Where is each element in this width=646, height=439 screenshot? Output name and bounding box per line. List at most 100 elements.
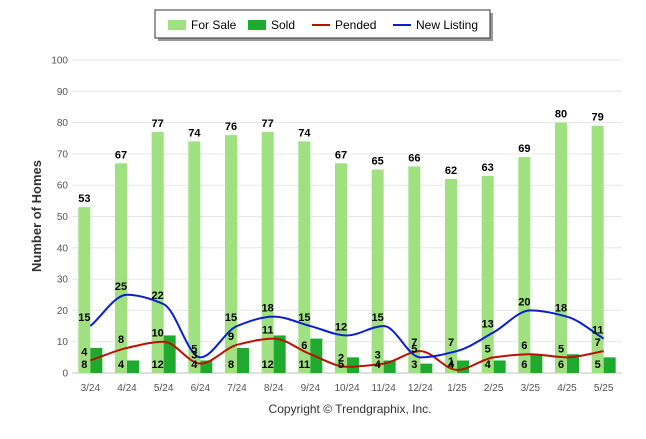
legend-label-sold: Sold — [271, 18, 295, 32]
for-sale-value-label: 67 — [115, 149, 127, 161]
bar-for-sale — [481, 175, 494, 373]
new-listing-value-label: 15 — [78, 312, 90, 324]
sold-value-label: 4 — [118, 359, 125, 371]
legend-swatch-for-sale — [168, 20, 186, 30]
copyright-credit: Copyright © Trendgraphix, Inc. — [269, 402, 432, 416]
for-sale-value-label: 63 — [482, 162, 494, 174]
for-sale-value-label: 77 — [152, 118, 164, 130]
bar-for-sale — [591, 125, 604, 373]
bar-for-sale — [371, 169, 384, 373]
legend-label-for-sale: For Sale — [191, 18, 237, 32]
sold-value-label: 8 — [228, 359, 234, 371]
x-tick-label: 4/24 — [117, 383, 137, 394]
bar-for-sale — [115, 163, 127, 373]
for-sale-value-label: 69 — [518, 143, 530, 155]
sold-value-label: 4 — [485, 359, 492, 371]
x-tick-label: 7/24 — [227, 383, 247, 394]
y-tick-label: 90 — [57, 87, 69, 98]
new-listing-value-label: 15 — [225, 312, 237, 324]
x-tick-label: 5/25 — [594, 383, 614, 394]
x-tick-label: 12/24 — [408, 383, 433, 394]
y-tick-label: 80 — [57, 118, 69, 129]
x-tick-label: 3/25 — [521, 383, 541, 394]
pended-value-label: 2 — [338, 353, 344, 365]
for-sale-value-label: 53 — [78, 193, 90, 205]
bar-sold — [90, 347, 103, 373]
sold-value-label: 4 — [191, 359, 198, 371]
y-tick-label: 60 — [57, 181, 69, 192]
x-tick-label: 11/24 — [372, 383, 397, 394]
new-listing-value-label: 5 — [411, 343, 417, 355]
sold-value-label: 8 — [81, 359, 87, 371]
y-tick-label: 0 — [62, 369, 68, 380]
y-tick-label: 70 — [57, 149, 69, 160]
sold-value-label: 3 — [411, 359, 417, 371]
x-axis-ticks: 3/24 4/24 5/24 6/24 7/24 8/24 9/24 10/24 11/24 12… — [81, 383, 614, 394]
pended-value-label: 1 — [448, 356, 454, 368]
x-tick-label: 1/25 — [447, 383, 467, 394]
new-listing-value-label: 11 — [592, 325, 604, 337]
x-tick-label: 6/24 — [191, 383, 211, 394]
bar-sold — [237, 347, 249, 373]
new-listing-value-label: 5 — [191, 343, 197, 355]
x-tick-label: 9/24 — [301, 383, 321, 394]
for-sale-value-label: 76 — [225, 121, 237, 133]
bar-sold — [567, 354, 579, 373]
line-new-listing — [89, 293, 605, 359]
bar-sold — [530, 354, 543, 373]
legend-label-new-listing: New Listing — [416, 18, 478, 32]
x-tick-label: 8/24 — [264, 383, 284, 394]
bar-for-sale — [408, 166, 421, 373]
y-axis-ticks: 0 10 20 30 40 50 60 70 80 90 100 — [51, 56, 68, 380]
lines — [89, 293, 605, 371]
pended-value-label: 3 — [375, 350, 381, 362]
pended-value-label: 6 — [521, 340, 527, 352]
sold-value-label: 12 — [152, 359, 164, 371]
new-listing-value-label: 25 — [115, 281, 127, 293]
pended-value-label: 10 — [152, 328, 164, 340]
line-pended — [90, 337, 604, 371]
for-sale-value-label: 66 — [408, 152, 420, 164]
for-sale-value-label: 74 — [298, 127, 311, 139]
bar-for-sale — [335, 163, 347, 373]
y-axis-title: Number of Homes — [29, 160, 44, 272]
pended-value-label: 7 — [411, 337, 417, 349]
bar-for-sale — [298, 141, 311, 373]
sold-value-label: 5 — [338, 359, 344, 371]
y-tick-label: 40 — [57, 243, 69, 254]
pended-value-label: 4 — [81, 346, 88, 358]
legend: For Sale Sold Pended New Listing — [154, 9, 493, 41]
bar-sold — [347, 357, 359, 373]
x-tick-label: 2/25 — [484, 383, 504, 394]
x-tick-label: 4/25 — [557, 383, 577, 394]
sold-value-label: 4 — [448, 359, 455, 371]
for-sale-value-label: 77 — [262, 118, 274, 130]
bar-for-sale — [518, 157, 531, 373]
pended-value-label: 8 — [118, 334, 124, 346]
new-listing-value-label: 13 — [482, 318, 494, 330]
sold-value-label: 11 — [299, 359, 311, 371]
bar-for-sale — [445, 178, 457, 373]
for-sale-value-label: 79 — [592, 112, 604, 124]
pended-value-label: 5 — [558, 343, 564, 355]
x-tick-label: 3/24 — [81, 383, 101, 394]
bars — [78, 122, 616, 373]
new-listing-value-label: 7 — [448, 337, 454, 349]
for-sale-value-label: 80 — [555, 109, 567, 121]
new-listing-value-label: 15 — [298, 312, 310, 324]
y-tick-label: 50 — [57, 212, 69, 223]
pended-value-label: 5 — [485, 343, 491, 355]
for-sale-value-label: 65 — [372, 156, 384, 168]
sold-value-label: 12 — [262, 359, 274, 371]
sold-value-label: 6 — [558, 359, 564, 371]
bar-for-sale — [78, 207, 91, 373]
new-listing-value-label: 18 — [555, 303, 567, 315]
bar-sold — [420, 363, 433, 373]
sold-value-label: 5 — [595, 359, 601, 371]
y-tick-label: 20 — [57, 306, 69, 317]
bar-for-sale — [188, 141, 201, 373]
bar-for-sale — [261, 131, 274, 373]
